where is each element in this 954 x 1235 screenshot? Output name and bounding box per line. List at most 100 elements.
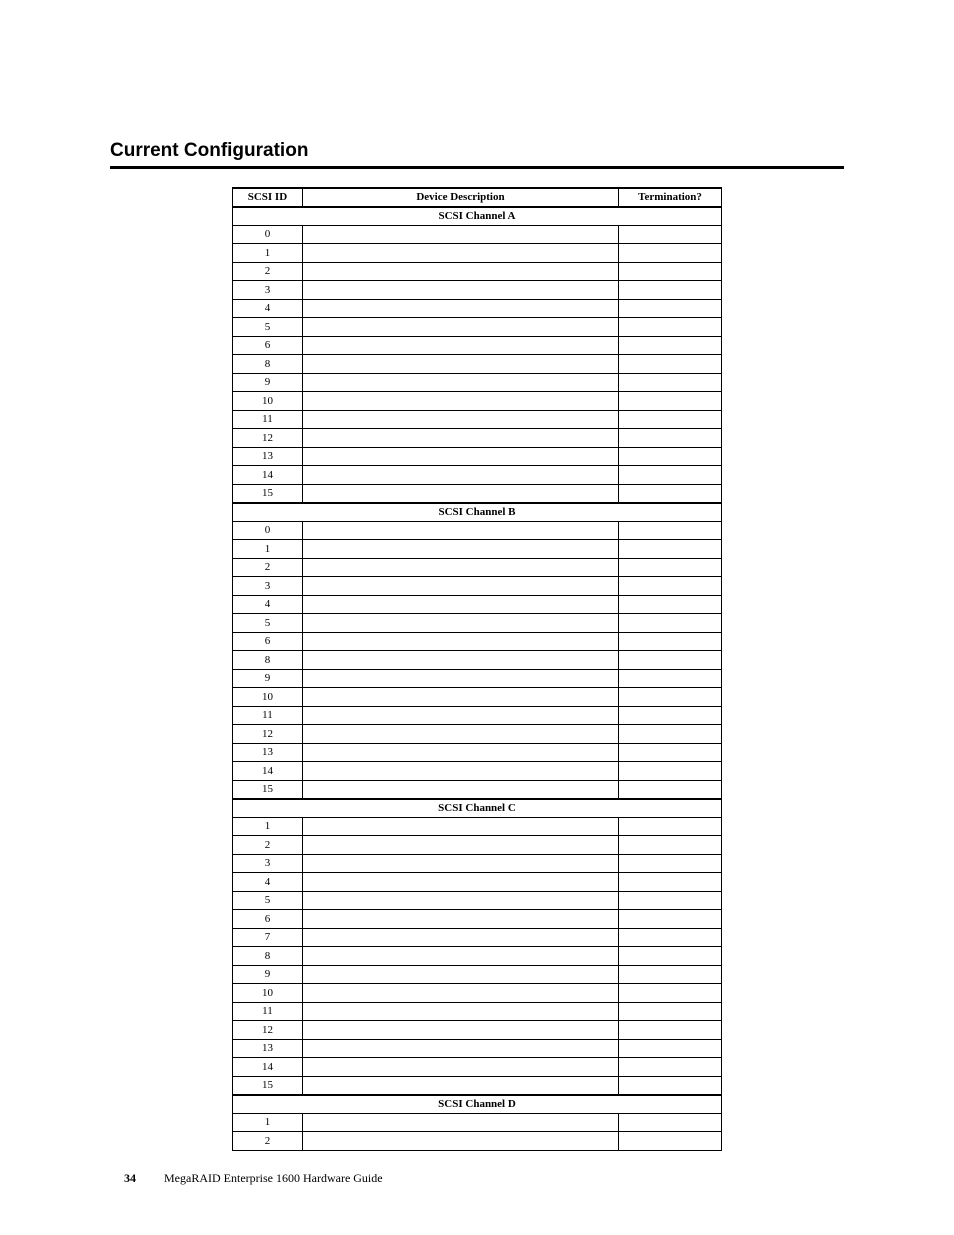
cell-device-description: [302, 262, 618, 281]
cell-termination: [619, 447, 722, 466]
cell-scsi-id: 12: [233, 1021, 303, 1040]
cell-scsi-id: 8: [233, 651, 303, 670]
section-title: Current Configuration: [110, 140, 844, 169]
cell-device-description: [302, 466, 618, 485]
cell-termination: [619, 854, 722, 873]
table-row: 1: [233, 1113, 722, 1132]
cell-scsi-id: 2: [233, 836, 303, 855]
cell-termination: [619, 706, 722, 725]
cell-device-description: [302, 688, 618, 707]
page: Current Configuration SCSI ID Device Des…: [0, 0, 954, 1235]
table-row: 14: [233, 1058, 722, 1077]
table-row: 8: [233, 947, 722, 966]
table-row: 10: [233, 392, 722, 411]
cell-scsi-id: 13: [233, 1039, 303, 1058]
table-row: 9: [233, 669, 722, 688]
table-row: 13: [233, 447, 722, 466]
cell-device-description: [302, 762, 618, 781]
cell-termination: [619, 558, 722, 577]
cell-scsi-id: 5: [233, 318, 303, 337]
cell-termination: [619, 521, 722, 540]
cell-device-description: [302, 706, 618, 725]
cell-termination: [619, 651, 722, 670]
cell-device-description: [302, 651, 618, 670]
table-row: 1: [233, 244, 722, 263]
section-header-cell: SCSI Channel D: [233, 1095, 722, 1114]
cell-termination: [619, 484, 722, 503]
cell-scsi-id: 10: [233, 392, 303, 411]
cell-device-description: [302, 373, 618, 392]
cell-scsi-id: 4: [233, 595, 303, 614]
cell-device-description: [302, 392, 618, 411]
table-row: 0: [233, 225, 722, 244]
cell-scsi-id: 14: [233, 466, 303, 485]
cell-termination: [619, 299, 722, 318]
cell-scsi-id: 4: [233, 873, 303, 892]
cell-termination: [619, 392, 722, 411]
table-row: 5: [233, 318, 722, 337]
cell-scsi-id: 12: [233, 429, 303, 448]
cell-termination: [619, 743, 722, 762]
table-row: 6: [233, 336, 722, 355]
config-table-wrap: SCSI ID Device Description Termination? …: [232, 187, 722, 1151]
cell-termination: [619, 910, 722, 929]
table-row: 4: [233, 299, 722, 318]
table-row: 15: [233, 484, 722, 503]
cell-scsi-id: 10: [233, 688, 303, 707]
cell-scsi-id: 11: [233, 706, 303, 725]
table-row: 9: [233, 373, 722, 392]
cell-termination: [619, 225, 722, 244]
cell-device-description: [302, 1113, 618, 1132]
table-row: 9: [233, 965, 722, 984]
cell-termination: [619, 1002, 722, 1021]
cell-device-description: [302, 558, 618, 577]
cell-device-description: [302, 447, 618, 466]
cell-scsi-id: 9: [233, 373, 303, 392]
cell-device-description: [302, 947, 618, 966]
cell-termination: [619, 244, 722, 263]
cell-termination: [619, 614, 722, 633]
cell-device-description: [302, 484, 618, 503]
table-row: 4: [233, 873, 722, 892]
cell-termination: [619, 725, 722, 744]
table-row: 3: [233, 281, 722, 300]
cell-termination: [619, 318, 722, 337]
cell-scsi-id: 6: [233, 910, 303, 929]
doc-title: MegaRAID Enterprise 1600 Hardware Guide: [164, 1171, 383, 1185]
cell-device-description: [302, 429, 618, 448]
table-body: SCSI Channel A012345689101112131415SCSI …: [233, 207, 722, 1151]
table-row: 13: [233, 743, 722, 762]
cell-scsi-id: 7: [233, 928, 303, 947]
cell-scsi-id: 8: [233, 947, 303, 966]
cell-device-description: [302, 299, 618, 318]
cell-termination: [619, 429, 722, 448]
cell-scsi-id: 3: [233, 854, 303, 873]
cell-termination: [619, 762, 722, 781]
cell-termination: [619, 947, 722, 966]
table-row: 4: [233, 595, 722, 614]
section-header-row: SCSI Channel A: [233, 207, 722, 226]
cell-termination: [619, 965, 722, 984]
cell-device-description: [302, 410, 618, 429]
table-row: 11: [233, 706, 722, 725]
cell-device-description: [302, 873, 618, 892]
cell-termination: [619, 891, 722, 910]
cell-device-description: [302, 817, 618, 836]
section-header-cell: SCSI Channel A: [233, 207, 722, 226]
cell-device-description: [302, 780, 618, 799]
cell-device-description: [302, 540, 618, 559]
cell-scsi-id: 6: [233, 632, 303, 651]
table-row: 12: [233, 1021, 722, 1040]
cell-termination: [619, 873, 722, 892]
cell-termination: [619, 577, 722, 596]
cell-device-description: [302, 336, 618, 355]
table-row: 2: [233, 558, 722, 577]
cell-scsi-id: 1: [233, 817, 303, 836]
cell-scsi-id: 4: [233, 299, 303, 318]
cell-device-description: [302, 1132, 618, 1151]
cell-device-description: [302, 984, 618, 1003]
cell-scsi-id: 6: [233, 336, 303, 355]
table-row: 15: [233, 780, 722, 799]
cell-scsi-id: 14: [233, 1058, 303, 1077]
table-row: 10: [233, 688, 722, 707]
